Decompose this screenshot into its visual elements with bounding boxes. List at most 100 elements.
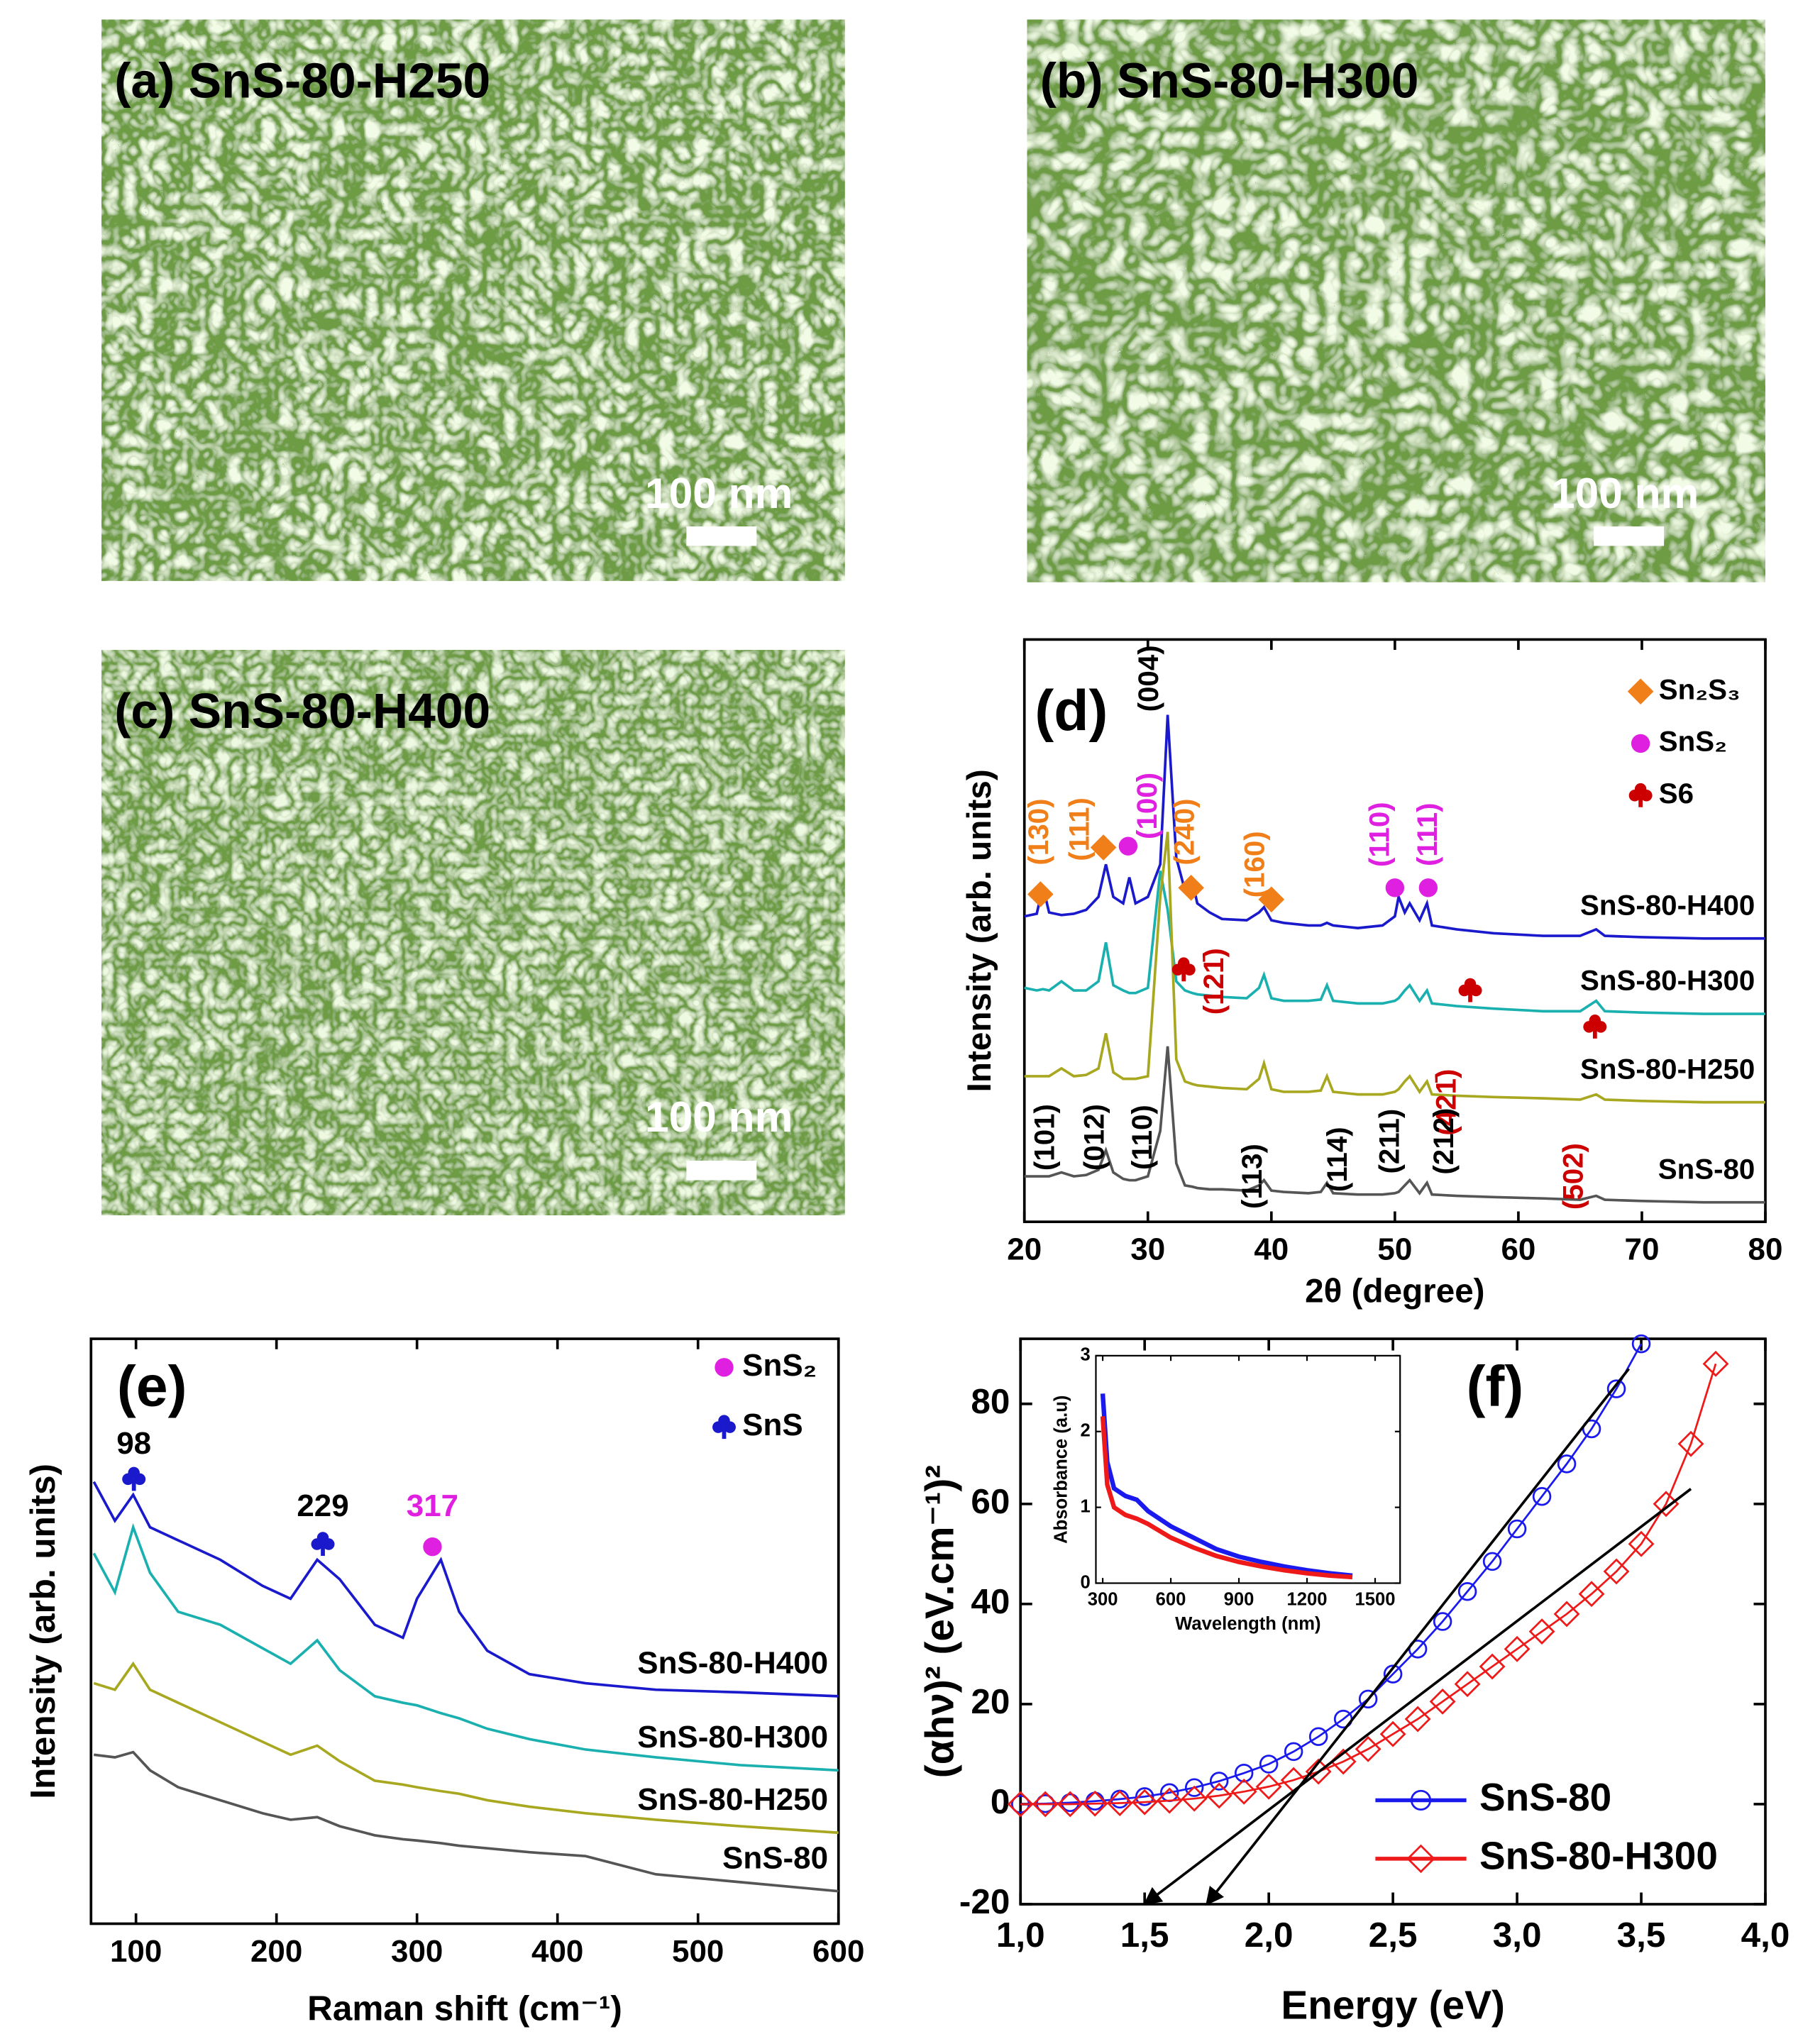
data-point: [1355, 1735, 1381, 1762]
legend-marker: [1410, 1789, 1432, 1811]
marker-shape: [1379, 1720, 1406, 1747]
data-point: [1383, 1664, 1403, 1684]
x-tick-label: 60: [1501, 1232, 1535, 1267]
x-tick-label: 40: [1254, 1232, 1289, 1267]
legend-label: SnS-80: [1479, 1775, 1611, 1819]
legend-label: Sn₂S₃: [1659, 673, 1741, 705]
data-point: [1532, 1486, 1552, 1506]
marker-shape: [1007, 1791, 1034, 1818]
marker-shape: [316, 1532, 329, 1544]
data-point: [1404, 1706, 1431, 1733]
x-tick-label: 70: [1625, 1232, 1660, 1267]
marker-shape: [1468, 990, 1472, 1002]
data-point: [1379, 1720, 1406, 1747]
inset-background: [1096, 1355, 1401, 1584]
x-tick-label: 1200: [1287, 1590, 1328, 1610]
x-tick-label: 900: [1224, 1590, 1254, 1610]
series-line: [1020, 1343, 1643, 1806]
y-tick-label: 3: [1081, 1345, 1091, 1365]
data-point: [1653, 1491, 1680, 1518]
annotation: 229: [297, 1488, 348, 1523]
annotation: (110): [1126, 1105, 1158, 1170]
marker-shape: [1181, 969, 1186, 982]
marker-shape: [1255, 1773, 1282, 1800]
marker-shape: [131, 1479, 136, 1491]
marker-shape: [1627, 678, 1654, 704]
inset-line: [1100, 1416, 1353, 1580]
series-line: [92, 1481, 839, 1698]
annotation: (130): [1022, 798, 1054, 865]
annotation: 317: [407, 1488, 458, 1523]
annotation: (240): [1168, 798, 1200, 865]
marker-shape: [1284, 1742, 1303, 1762]
y-tick-label: 20: [971, 1682, 1010, 1721]
data-point: [1429, 1688, 1456, 1715]
annotation: (012): [1078, 1104, 1110, 1171]
peak-marker: [1171, 957, 1196, 982]
peak-marker: [1418, 878, 1438, 897]
marker-shape: [1677, 1430, 1704, 1457]
peak-marker: [1458, 978, 1482, 1002]
y-axis-label: Intensity (arb. units): [961, 769, 998, 1092]
legend-marker: [1627, 678, 1654, 704]
marker-shape: [1060, 1793, 1080, 1813]
data-point: [1135, 1787, 1154, 1806]
marker-shape: [1234, 1763, 1254, 1783]
marker-shape: [1118, 836, 1138, 856]
marker-shape: [1482, 1552, 1502, 1571]
legend-label: SnS₂: [742, 1348, 817, 1383]
y-tick-label: 80: [971, 1382, 1010, 1421]
marker-shape: [1464, 978, 1477, 990]
marker-shape: [1308, 1727, 1328, 1746]
marker-shape: [1259, 1755, 1279, 1774]
legend-marker: [712, 1415, 736, 1440]
data-point: [1433, 1612, 1452, 1631]
x-tick-label: 1,0: [996, 1916, 1045, 1955]
x-tick-label: 20: [1007, 1232, 1042, 1267]
data-point: [1578, 1581, 1605, 1608]
x-tick-label: 50: [1377, 1232, 1412, 1267]
panel-label: (a) SnS-80-H250: [114, 53, 490, 108]
marker-shape: [1589, 1015, 1601, 1027]
legend-label: S6: [1659, 778, 1694, 809]
plot-frame: [89, 1337, 840, 1925]
series-label: SnS-80-H250: [637, 1782, 828, 1817]
data-point: [1181, 1785, 1208, 1812]
marker-shape: [1433, 1612, 1452, 1631]
fit-line: [1143, 1488, 1692, 1906]
data-point: [1156, 1787, 1183, 1814]
data-point: [1482, 1552, 1502, 1571]
marker-shape: [1418, 878, 1438, 897]
inset-line: [1100, 1393, 1353, 1578]
x-tick-label: 300: [1088, 1590, 1118, 1610]
peak-marker: [1027, 881, 1054, 907]
marker-shape: [128, 1466, 140, 1479]
marker-shape: [1592, 1027, 1597, 1039]
data-point: [1457, 1581, 1477, 1601]
marker-shape: [1532, 1486, 1552, 1506]
marker-shape: [1184, 1778, 1204, 1797]
series-label: SnS-80-H300: [1580, 965, 1755, 997]
scale-bar: [1594, 526, 1665, 546]
x-tick-label: 30: [1130, 1232, 1165, 1267]
marker-shape: [1638, 795, 1643, 807]
marker-shape: [715, 1358, 734, 1377]
legend-marker: [1406, 1844, 1435, 1874]
x-tick-label: 500: [672, 1934, 724, 1969]
marker-shape: [1507, 1519, 1527, 1539]
data-point: [1308, 1727, 1328, 1746]
marker-shape: [1410, 1789, 1432, 1811]
annotation: (113): [1236, 1144, 1268, 1209]
marker-shape: [1178, 874, 1205, 901]
annotation: (212): [1428, 1108, 1460, 1175]
annotation: (111): [1411, 802, 1443, 866]
data-point: [1677, 1430, 1704, 1457]
legend-label: SnS₂: [1659, 726, 1727, 758]
data-point: [1184, 1778, 1204, 1797]
marker-shape: [1553, 1601, 1580, 1628]
marker-shape: [423, 1537, 442, 1557]
data-point: [1528, 1618, 1555, 1645]
series-label: SnS-80-H400: [1580, 889, 1755, 921]
series-label: SnS-80: [1658, 1153, 1755, 1185]
marker-shape: [1582, 1419, 1601, 1439]
